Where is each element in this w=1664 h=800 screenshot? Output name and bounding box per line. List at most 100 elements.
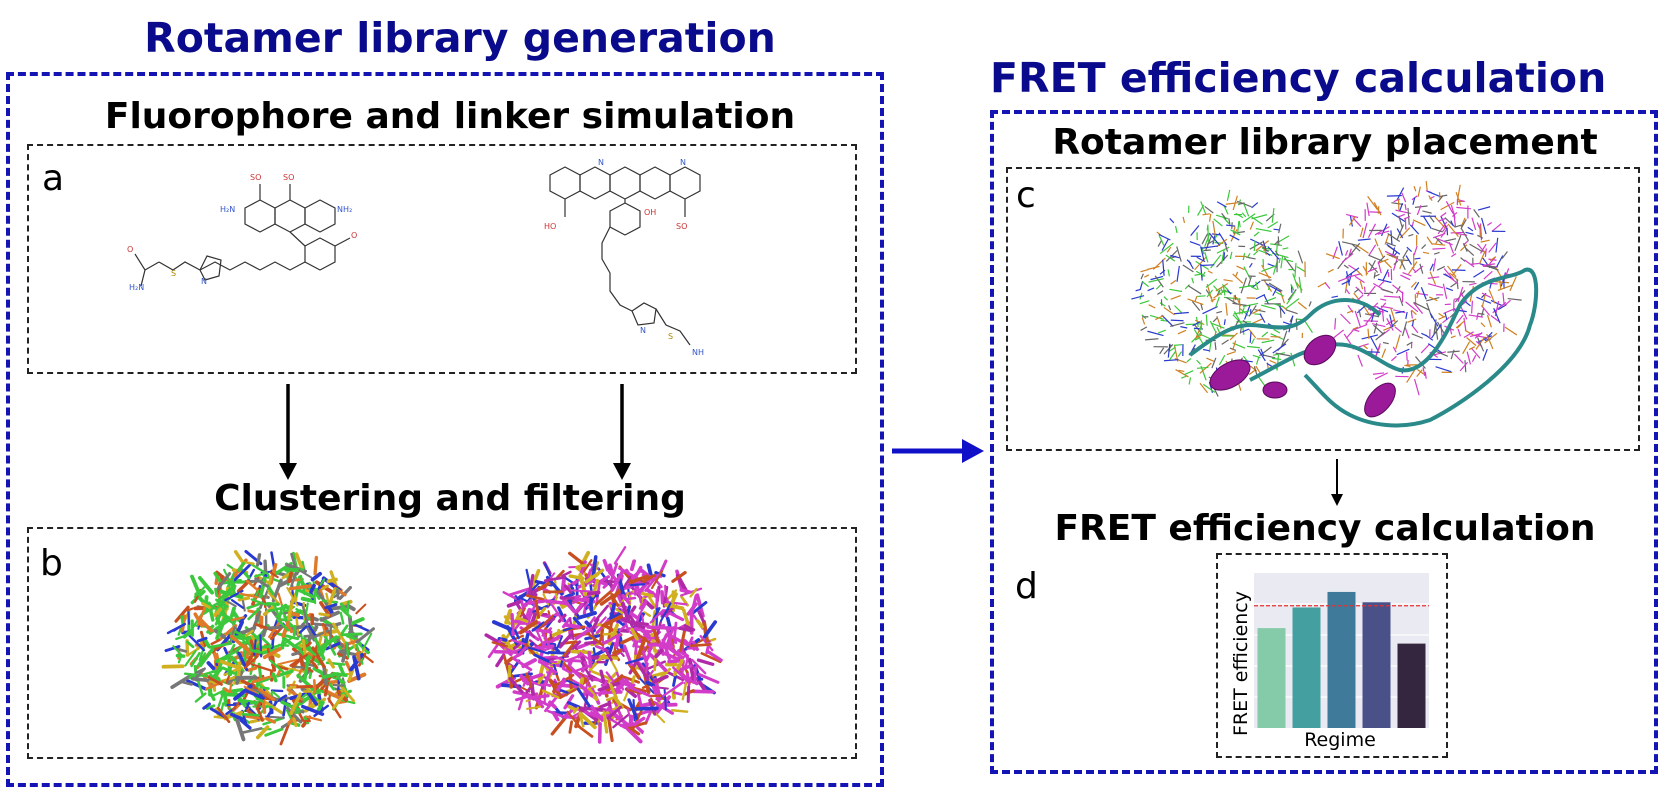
- acceptor-library-bond: [1341, 241, 1359, 247]
- donor-rotamer-bond: [253, 694, 264, 703]
- donor-rotamer-bond: [232, 563, 251, 583]
- acceptor-library-bond: [1404, 327, 1410, 339]
- acceptor-library-bond: [1406, 246, 1413, 253]
- donor-rotamer-bond: [346, 600, 350, 615]
- acceptor-rotamer-bond: [601, 614, 624, 628]
- donor-library-bond: [1224, 242, 1229, 252]
- acceptor-rotamer-bond: [525, 672, 533, 688]
- acceptor-library-bond: [1456, 314, 1464, 324]
- acceptor-rotamer-bond: [517, 691, 526, 711]
- acceptor-library-bond: [1356, 244, 1369, 254]
- donor-rotamer-bond: [231, 701, 240, 711]
- acceptor-rotamer-bond: [491, 620, 513, 632]
- fret-efficiency-chart: FRET efficiency Regime: [1230, 573, 1429, 751]
- chart-bar-2: [1292, 607, 1321, 728]
- donor-library-bond: [1212, 220, 1216, 237]
- acceptor-rotamer-bond: [578, 711, 597, 730]
- donor-rotamer-bond: [215, 616, 223, 629]
- acceptor-rotamer-bond: [644, 707, 654, 725]
- donor-library-bond: [1271, 208, 1275, 223]
- acceptor-library-bond: [1404, 217, 1407, 230]
- donor-rotamer-bond: [316, 589, 330, 608]
- donor-library-bond: [1166, 246, 1172, 253]
- donor-rotamer-bond: [254, 577, 269, 588]
- acceptor-rotamer-bond: [527, 573, 535, 598]
- donor-library-bond: [1211, 357, 1217, 369]
- acceptor-library-bond: [1416, 369, 1423, 377]
- acceptor-rotamer-bond: [650, 570, 664, 590]
- acceptor-library-bond: [1438, 217, 1447, 222]
- acceptor-library-bond: [1382, 269, 1389, 281]
- acceptor-library-bond: [1348, 264, 1356, 271]
- acceptor-library-bond: [1421, 244, 1427, 250]
- donor-rotamer-bond: [198, 647, 215, 668]
- donor-rotamer-bond: [264, 727, 284, 737]
- acceptor-rotamer-bond: [584, 710, 600, 719]
- acceptor-library-bond: [1348, 216, 1356, 226]
- acceptor-library-bond: [1391, 355, 1397, 362]
- acceptor-rotamer-bond: [645, 587, 659, 599]
- arrow-a-to-b-left: [279, 384, 297, 480]
- donor-rotamer-bond: [277, 643, 290, 647]
- chart-bar-1: [1257, 628, 1286, 728]
- donor-rotamer-bond: [229, 634, 249, 652]
- acceptor-library-bond: [1426, 236, 1433, 245]
- acceptor-library-bond: [1368, 244, 1377, 256]
- right-section-title: FRET efficiency calculation: [990, 54, 1607, 102]
- donor-rotamer-bond: [246, 666, 258, 672]
- donor-rotamer-bond: [175, 632, 193, 641]
- donor-library-bond: [1187, 285, 1202, 295]
- donor-rotamer-bond: [187, 611, 191, 625]
- acceptor-rotamer-bond: [563, 584, 573, 594]
- acceptor-rotamer-bond: [659, 602, 672, 622]
- acceptor-acid: OH: [644, 208, 656, 217]
- donor-library-bond: [1169, 288, 1183, 293]
- acceptor-rotamer-bond: [533, 653, 553, 664]
- donor-rotamer-bond: [257, 677, 271, 685]
- donor-library-bond: [1169, 218, 1175, 224]
- acceptor-rotamer-bond: [599, 702, 609, 709]
- acceptor-library-bond: [1402, 249, 1409, 259]
- donor-library-bond: [1255, 294, 1266, 300]
- acceptor-rotamer-bond: [697, 610, 705, 623]
- donor-library-bond: [1297, 301, 1307, 310]
- acceptor-library-bond: [1377, 261, 1382, 274]
- acceptor-rotamer-bond: [689, 587, 698, 598]
- acceptor-library-bond: [1386, 194, 1402, 197]
- donor-rotamer-bond: [292, 624, 297, 637]
- donor-library-bond: [1177, 329, 1187, 335]
- acceptor-library-bond: [1502, 292, 1505, 307]
- acceptor-rotamer-bond: [504, 608, 513, 625]
- donor-rotamer-bond: [301, 639, 307, 656]
- donor-rotamer-bond: [318, 612, 330, 617]
- donor-library-bond: [1272, 357, 1282, 361]
- donor-rotamer-bond: [196, 636, 208, 643]
- donor-rotamer-bond: [219, 659, 242, 670]
- donor-library-bond: [1190, 225, 1200, 237]
- donor-library-bond: [1201, 245, 1219, 249]
- acceptor-library-bond: [1486, 333, 1494, 350]
- acceptor-library-bond: [1488, 242, 1497, 253]
- panel-d-box: [1216, 553, 1448, 758]
- acceptor-library-bond: [1362, 222, 1368, 239]
- acceptor-library-bond: [1420, 344, 1430, 354]
- donor-rotamer-bond: [313, 679, 317, 694]
- donor-rotamer-bond: [262, 647, 282, 660]
- acceptor-library-bond: [1374, 226, 1390, 236]
- donor-library-bond: [1165, 254, 1176, 262]
- acceptor-library-bond: [1470, 262, 1481, 265]
- acceptor-library-bond: [1343, 264, 1349, 269]
- donor-library-bond: [1159, 269, 1166, 275]
- acceptor-library-bond: [1399, 203, 1404, 212]
- donor-rotamer-bond: [313, 555, 319, 576]
- acceptor-library-bond: [1385, 319, 1395, 326]
- donor-library-bond: [1174, 305, 1183, 314]
- donor-library-bond: [1173, 345, 1179, 362]
- acceptor-rotamer-bond: [641, 573, 657, 583]
- donor-library-bond: [1255, 281, 1259, 291]
- donor-library-bond: [1201, 233, 1209, 245]
- donor-library-bond: [1163, 306, 1175, 316]
- acceptor-library-bond: [1460, 217, 1466, 228]
- donor-rotamer-bond: [292, 684, 314, 689]
- donor-rotamer-bond: [237, 698, 263, 706]
